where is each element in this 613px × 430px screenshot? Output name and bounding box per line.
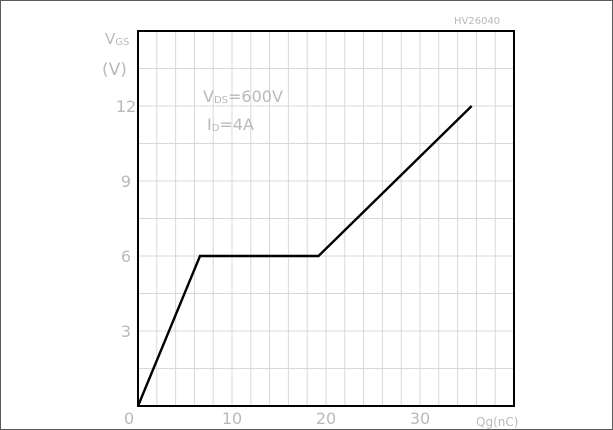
annotation-id: ID=4A <box>207 115 254 134</box>
y-tick-label: 9 <box>121 172 131 191</box>
annotation-vds-value: =600V <box>228 87 283 106</box>
annotation-vds-main: V <box>203 87 214 106</box>
watermark-code: HV26040 <box>454 16 500 27</box>
y-tick-label: 12 <box>116 97 136 116</box>
grid <box>138 31 514 406</box>
annotation-vds-sub: DS <box>214 95 228 106</box>
x-axis-label: Qg(nC) <box>476 415 518 429</box>
y-axis-label-sub: GS <box>115 37 129 48</box>
y-axis-label-main: V <box>105 30 116 48</box>
gate-charge-curve <box>136 105 473 407</box>
y-axis-unit: (V) <box>102 60 127 80</box>
y-axis-label: VGS <box>105 30 129 48</box>
annotation-id-sub: D <box>212 123 220 134</box>
y-tick-label: 3 <box>121 322 131 341</box>
annotation-id-main: I <box>207 115 212 134</box>
x-tick-label: 20 <box>316 409 336 428</box>
y-tick-label: 6 <box>121 247 131 266</box>
x-tick-label: 30 <box>410 409 430 428</box>
origin-label: 0 <box>124 409 134 428</box>
x-tick-label: 10 <box>222 409 242 428</box>
annotation-id-value: =4A <box>219 115 254 134</box>
tick-labels: 10 20 30 3 6 9 12 <box>116 97 430 428</box>
plot-area-border <box>137 30 515 407</box>
annotation-vds: VDS=600V <box>203 87 283 106</box>
